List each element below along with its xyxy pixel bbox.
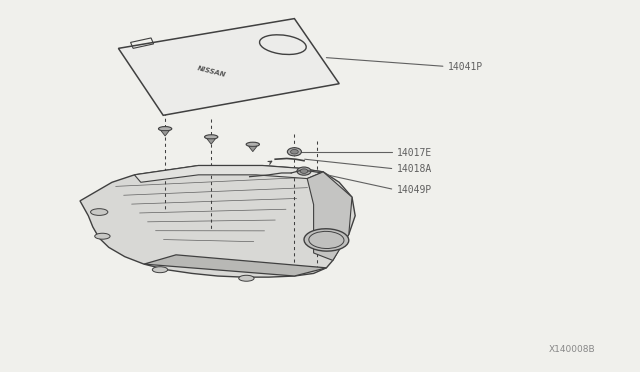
Circle shape xyxy=(287,148,301,156)
Ellipse shape xyxy=(159,126,172,131)
Ellipse shape xyxy=(95,233,110,239)
Text: 14041P: 14041P xyxy=(448,62,483,72)
Ellipse shape xyxy=(239,275,254,281)
Text: 14049P: 14049P xyxy=(397,185,432,195)
Polygon shape xyxy=(80,166,355,277)
Text: NISSAN: NISSAN xyxy=(196,65,226,78)
Polygon shape xyxy=(249,146,257,152)
Ellipse shape xyxy=(304,229,349,251)
Ellipse shape xyxy=(205,135,218,139)
Ellipse shape xyxy=(246,142,259,147)
Ellipse shape xyxy=(152,267,168,273)
Polygon shape xyxy=(134,166,323,182)
Circle shape xyxy=(300,169,308,173)
Polygon shape xyxy=(144,255,326,276)
Polygon shape xyxy=(161,131,169,136)
Text: 14017E: 14017E xyxy=(397,148,432,157)
Circle shape xyxy=(297,167,311,175)
Polygon shape xyxy=(207,139,215,144)
Text: 14018A: 14018A xyxy=(397,164,432,174)
Polygon shape xyxy=(118,19,339,115)
Circle shape xyxy=(291,150,298,154)
Text: X140008B: X140008B xyxy=(548,345,595,354)
Polygon shape xyxy=(307,172,352,260)
Ellipse shape xyxy=(91,209,108,215)
